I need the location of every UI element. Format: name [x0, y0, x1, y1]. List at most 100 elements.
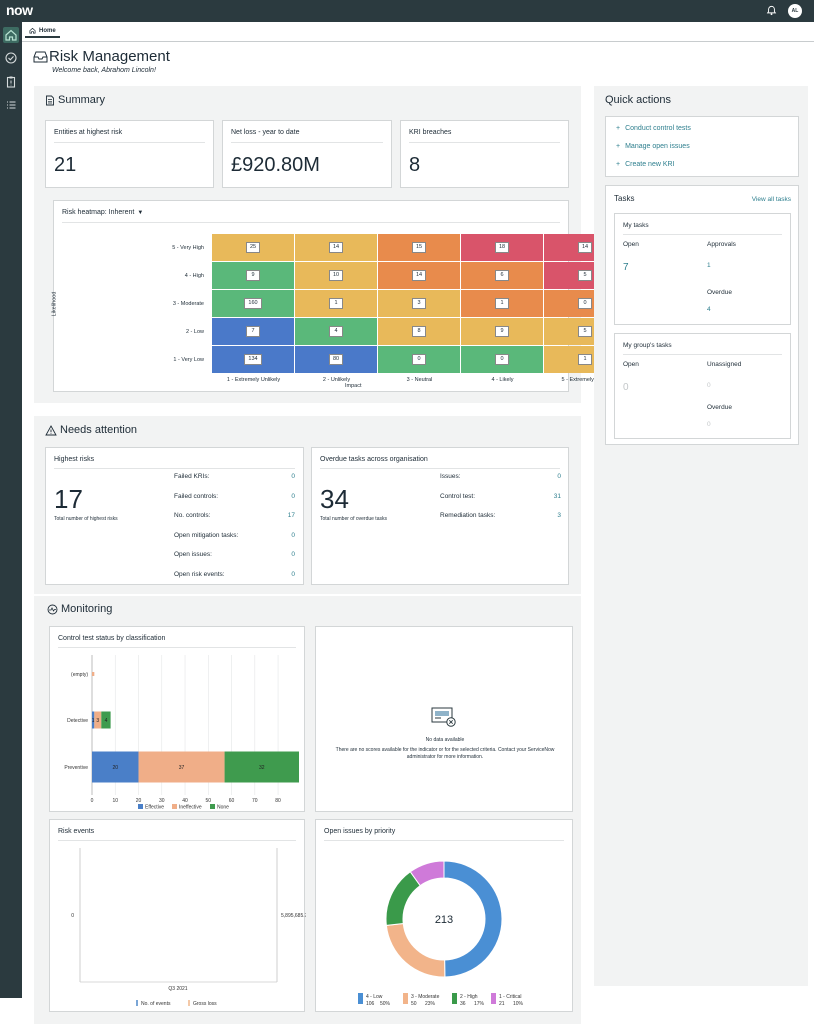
heatmap-cell[interactable]: 15: [378, 234, 460, 261]
heatmap-cell[interactable]: 3: [378, 290, 460, 317]
heatmap-cell-value: 160: [244, 298, 262, 309]
heatmap-cell[interactable]: 160: [212, 290, 294, 317]
legend-swatch: [138, 804, 143, 809]
my-open-count[interactable]: 7: [623, 262, 629, 273]
heatmap-cell[interactable]: 14: [295, 234, 377, 261]
metric-value[interactable]: 0: [291, 473, 295, 480]
heatmap-cell[interactable]: 1: [461, 290, 543, 317]
tab-home[interactable]: Home: [25, 25, 60, 38]
metric-label: Open mitigation tasks:: [174, 531, 239, 539]
heatmap-cell[interactable]: 10: [295, 262, 377, 289]
heatmap-col-label: 2 - Unlikely: [322, 377, 351, 383]
legend-value: 50: [411, 1001, 417, 1007]
heatmap-selector[interactable]: Risk heatmap: Inherent ▼: [62, 209, 143, 216]
heatmap-cell[interactable]: 25: [212, 234, 294, 261]
legend-value: 36: [460, 1001, 466, 1007]
bar-segment: [92, 711, 95, 729]
home-icon: [29, 27, 36, 34]
donut-slice[interactable]: [385, 871, 421, 926]
heatmap-cell-value: 3: [412, 298, 426, 309]
list-nav-icon[interactable]: [3, 97, 19, 113]
quick-action-item[interactable]: + Conduct control tests: [616, 125, 691, 132]
metric-value[interactable]: 0: [557, 473, 561, 480]
kpi-card-kri-breaches[interactable]: KRI breaches 8: [400, 120, 569, 188]
heatmap-cell-value: 0: [578, 298, 592, 309]
metric-value[interactable]: 3: [557, 512, 561, 519]
kpi-card-entities[interactable]: Entities at highest risk 21: [45, 120, 214, 188]
highest-risks-title: Highest risks: [54, 456, 95, 463]
metric-value[interactable]: 0: [291, 531, 295, 539]
plus-icon: +: [616, 143, 621, 150]
servicenow-logo[interactable]: now: [6, 2, 33, 18]
bar-segment: [94, 711, 102, 729]
legend-swatch: [172, 804, 177, 809]
legend-swatch: [403, 993, 408, 1004]
donut-slice[interactable]: [385, 922, 446, 978]
document-icon: [46, 95, 54, 105]
left-tick-label: 0: [71, 913, 74, 919]
heatmap-cell[interactable]: 7: [212, 318, 294, 345]
heatmap-cell[interactable]: 6: [461, 262, 543, 289]
x-tick-label: 80: [275, 798, 281, 804]
heatmap-x-label: Impact: [345, 383, 362, 389]
legend-label: 2 - High: [460, 994, 478, 1000]
highest-risks-total: 17: [54, 484, 83, 514]
bar-segment: [92, 672, 95, 676]
heatmap-cell[interactable]: 14: [378, 262, 460, 289]
my-overdue-label: Overdue: [707, 289, 732, 296]
heatmap-cell[interactable]: 9: [461, 318, 543, 345]
metric-value[interactable]: 0: [291, 551, 295, 558]
heatmap-cell-value: 18: [494, 242, 510, 253]
bar-data-label: 37: [179, 765, 185, 771]
check-circle-nav-icon[interactable]: [3, 50, 19, 66]
clipboard-nav-icon[interactable]: [3, 74, 19, 90]
my-overdue-count[interactable]: 4: [707, 306, 711, 313]
my-approvals-count[interactable]: 1: [707, 262, 711, 269]
control-test-bar-chart: 0 10 20 30 40 50 60 70 80 (empty) Detective 1 3 4 Prev…: [64, 655, 299, 811]
heatmap-col-label: 5 - Extremely Likely: [561, 377, 610, 383]
metric-value[interactable]: 17: [287, 512, 295, 519]
quick-action-item[interactable]: + Create new KRI: [616, 161, 675, 168]
bar-data-label: 32: [259, 765, 265, 771]
metric-value[interactable]: 0: [291, 492, 295, 500]
right-tick-label: 5,895,685.79: [281, 913, 306, 919]
y-category-label: (empty): [71, 672, 88, 678]
heatmap-cell-value: 7: [246, 326, 260, 337]
bar-segment: [138, 751, 225, 783]
home-nav-icon[interactable]: [3, 27, 19, 43]
group-open-count: 0: [623, 382, 629, 393]
quick-action-item[interactable]: + Manage open issues: [616, 143, 690, 150]
metric-value[interactable]: 0: [291, 570, 295, 578]
heatmap-cell[interactable]: 134: [212, 346, 294, 373]
heatmap-cell[interactable]: 9: [212, 262, 294, 289]
kpi-value: 21: [54, 154, 77, 176]
heatmap-cell[interactable]: 1: [295, 290, 377, 317]
monitoring-title: Monitoring: [61, 603, 113, 615]
risk-events-chart-card: Risk events 0 5,895,685.79 Q3 2021 No. of e…: [49, 819, 306, 1012]
avatar[interactable]: AL: [788, 4, 802, 18]
quick-actions-section: Quick actions Tasks View all tasks My ta…: [594, 86, 808, 986]
metric-value[interactable]: 31: [553, 492, 561, 500]
legend-percent: 23%: [425, 1001, 436, 1007]
heatmap-cell[interactable]: 18: [461, 234, 543, 261]
needs-attention-title: Needs attention: [60, 424, 138, 436]
heatmap-cell[interactable]: 80: [295, 346, 377, 373]
heatmap-cell[interactable]: 8: [378, 318, 460, 345]
group-tasks-title: My group's tasks: [623, 342, 672, 349]
legend-percent: 17%: [474, 1001, 485, 1007]
heatmap-cell[interactable]: 4: [295, 318, 377, 345]
metric-label: Issues:: [440, 473, 461, 480]
heatmap-cell[interactable]: 0: [461, 346, 543, 373]
bell-icon[interactable]: [766, 5, 777, 16]
x-tick-label: 60: [229, 798, 235, 804]
my-open-label: Open: [623, 241, 639, 248]
bar-data-label: 3: [96, 718, 99, 724]
kpi-label: Net loss - year to date: [231, 129, 300, 136]
heatmap-cell[interactable]: 0: [378, 346, 460, 373]
donut-slice[interactable]: [409, 860, 445, 887]
view-all-tasks-link[interactable]: View all tasks: [751, 196, 791, 203]
kpi-card-net-loss[interactable]: Net loss - year to date £920.80M: [222, 120, 392, 188]
heatmap-col-label: 4 - Likely: [491, 377, 514, 383]
control-test-chart-card: Control test status by classification 0 1…: [49, 626, 305, 812]
bar-segment: [92, 751, 139, 783]
